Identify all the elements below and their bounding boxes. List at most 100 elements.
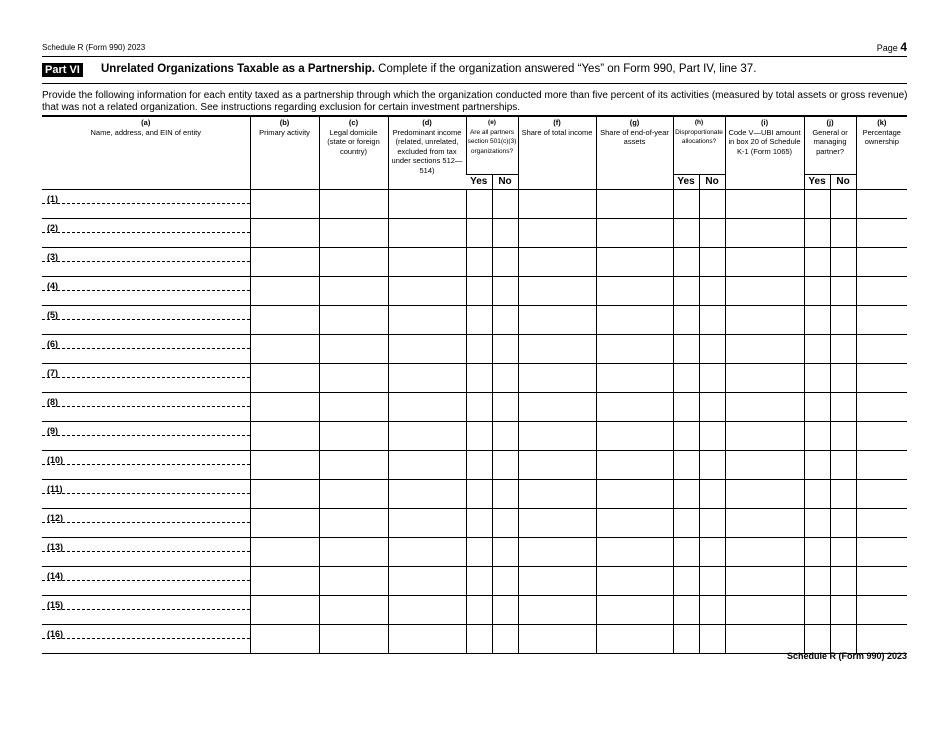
table-cell[interactable]	[465, 276, 492, 306]
table-cell[interactable]	[698, 247, 726, 277]
table-cell[interactable]	[672, 218, 700, 248]
table-cell[interactable]	[517, 189, 597, 219]
table-cell[interactable]	[855, 595, 908, 625]
table-cell[interactable]	[672, 479, 700, 509]
table-cell[interactable]	[491, 479, 519, 509]
table-cell[interactable]	[491, 189, 519, 219]
entity-name-field[interactable]: (5)	[42, 305, 250, 335]
table-cell[interactable]	[318, 537, 388, 567]
entity-name-field[interactable]: (14)	[42, 566, 250, 596]
entity-name-field[interactable]: (10)	[42, 450, 250, 480]
table-cell[interactable]	[855, 363, 908, 393]
table-cell[interactable]	[491, 363, 519, 393]
table-cell[interactable]	[318, 392, 388, 422]
table-cell[interactable]	[465, 595, 492, 625]
table-cell[interactable]	[829, 624, 857, 654]
table-cell[interactable]	[249, 479, 319, 509]
table-cell[interactable]	[672, 189, 700, 219]
table-cell[interactable]	[698, 334, 726, 364]
entity-name-field[interactable]: (2)	[42, 218, 250, 248]
table-cell[interactable]	[724, 421, 805, 451]
table-cell[interactable]	[465, 218, 492, 248]
table-cell[interactable]	[803, 247, 831, 277]
table-cell[interactable]	[387, 189, 466, 219]
table-cell[interactable]	[595, 189, 674, 219]
table-cell[interactable]	[387, 595, 466, 625]
table-cell[interactable]	[698, 624, 726, 654]
table-cell[interactable]	[829, 595, 857, 625]
table-cell[interactable]	[249, 363, 319, 393]
table-cell[interactable]	[803, 189, 831, 219]
entity-name-field[interactable]: (9)	[42, 421, 250, 451]
table-cell[interactable]	[387, 392, 466, 422]
table-cell[interactable]	[517, 218, 597, 248]
table-cell[interactable]	[724, 276, 805, 306]
table-cell[interactable]	[318, 508, 388, 538]
table-cell[interactable]	[855, 276, 908, 306]
table-cell[interactable]	[829, 508, 857, 538]
table-cell[interactable]	[595, 276, 674, 306]
table-cell[interactable]	[249, 537, 319, 567]
table-cell[interactable]	[829, 189, 857, 219]
table-cell[interactable]	[465, 450, 492, 480]
table-cell[interactable]	[803, 537, 831, 567]
table-cell[interactable]	[724, 566, 805, 596]
table-cell[interactable]	[387, 247, 466, 277]
table-cell[interactable]	[855, 537, 908, 567]
table-cell[interactable]	[855, 334, 908, 364]
table-cell[interactable]	[829, 392, 857, 422]
table-cell[interactable]	[829, 276, 857, 306]
table-cell[interactable]	[387, 537, 466, 567]
table-cell[interactable]	[387, 218, 466, 248]
table-cell[interactable]	[672, 508, 700, 538]
table-cell[interactable]	[491, 508, 519, 538]
table-cell[interactable]	[829, 247, 857, 277]
table-cell[interactable]	[595, 392, 674, 422]
table-cell[interactable]	[595, 508, 674, 538]
table-cell[interactable]	[249, 421, 319, 451]
table-cell[interactable]	[465, 334, 492, 364]
table-cell[interactable]	[387, 276, 466, 306]
table-cell[interactable]	[672, 334, 700, 364]
entity-name-field[interactable]: (1)	[42, 189, 250, 219]
table-cell[interactable]	[698, 450, 726, 480]
table-cell[interactable]	[387, 566, 466, 596]
table-cell[interactable]	[829, 218, 857, 248]
table-cell[interactable]	[829, 450, 857, 480]
table-cell[interactable]	[465, 392, 492, 422]
table-cell[interactable]	[595, 624, 674, 654]
table-cell[interactable]	[672, 566, 700, 596]
table-cell[interactable]	[249, 595, 319, 625]
table-cell[interactable]	[803, 566, 831, 596]
table-cell[interactable]	[318, 450, 388, 480]
table-cell[interactable]	[595, 334, 674, 364]
table-cell[interactable]	[595, 218, 674, 248]
table-cell[interactable]	[465, 624, 492, 654]
table-cell[interactable]	[855, 218, 908, 248]
table-cell[interactable]	[517, 305, 597, 335]
table-cell[interactable]	[318, 566, 388, 596]
table-cell[interactable]	[803, 421, 831, 451]
table-cell[interactable]	[318, 334, 388, 364]
table-cell[interactable]	[855, 566, 908, 596]
table-cell[interactable]	[724, 595, 805, 625]
table-cell[interactable]	[249, 247, 319, 277]
table-cell[interactable]	[672, 421, 700, 451]
table-cell[interactable]	[465, 421, 492, 451]
table-cell[interactable]	[672, 450, 700, 480]
table-cell[interactable]	[491, 595, 519, 625]
table-cell[interactable]	[855, 247, 908, 277]
table-cell[interactable]	[855, 421, 908, 451]
table-cell[interactable]	[855, 189, 908, 219]
entity-name-field[interactable]: (12)	[42, 508, 250, 538]
table-cell[interactable]	[698, 189, 726, 219]
table-cell[interactable]	[465, 305, 492, 335]
table-cell[interactable]	[517, 247, 597, 277]
table-cell[interactable]	[595, 421, 674, 451]
table-cell[interactable]	[698, 508, 726, 538]
table-cell[interactable]	[803, 305, 831, 335]
table-cell[interactable]	[387, 508, 466, 538]
table-cell[interactable]	[724, 508, 805, 538]
table-cell[interactable]	[672, 537, 700, 567]
table-cell[interactable]	[672, 305, 700, 335]
